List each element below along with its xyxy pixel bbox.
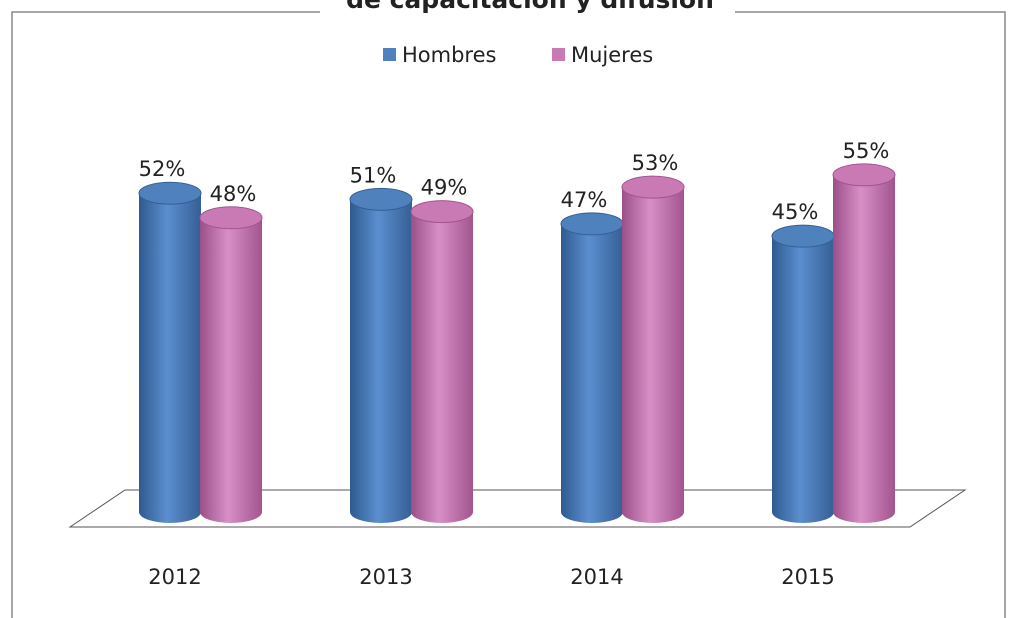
bar-body [139,193,201,524]
frame [11,11,320,618]
legend-label: Hombres [402,43,496,67]
bar-body [561,223,623,523]
floor [68,489,967,528]
bar [560,212,624,523]
value-label: 48% [210,182,257,206]
legend-label: Mujeres [571,43,653,67]
x-tick-label: 2015 [781,565,834,589]
bar-top [199,206,263,230]
bar-body [200,217,262,523]
bar-body [622,187,684,524]
legend-swatch [383,48,396,61]
value-label: 47% [561,188,608,212]
x-tick-label: 2013 [359,565,412,589]
x-tick-label: 2014 [570,565,623,589]
value-label: 52% [139,157,186,181]
chart-title: de capacitación y difusión [346,0,714,14]
value-label: 53% [632,151,679,175]
value-label: 55% [843,139,890,163]
bar-body [411,211,473,523]
bar-body [833,174,895,523]
bar-top [349,187,413,211]
bar [771,224,835,523]
legend-swatch [552,48,565,61]
bar-top [621,175,685,199]
bar-body [772,236,834,523]
bar [410,200,474,523]
bar-top [771,224,835,248]
bar [621,175,685,524]
bar-top [410,200,474,224]
bar-body [350,199,412,523]
bar-top [832,163,896,187]
bar [199,206,263,523]
value-label: 45% [772,200,819,224]
bar-top [560,212,624,236]
frame [735,11,1006,618]
value-label: 51% [350,163,397,187]
bar [832,163,896,523]
x-tick-label: 2012 [148,565,201,589]
bar [349,187,413,523]
bar [138,181,202,524]
bar-top [138,181,202,205]
value-label: 49% [421,176,468,200]
